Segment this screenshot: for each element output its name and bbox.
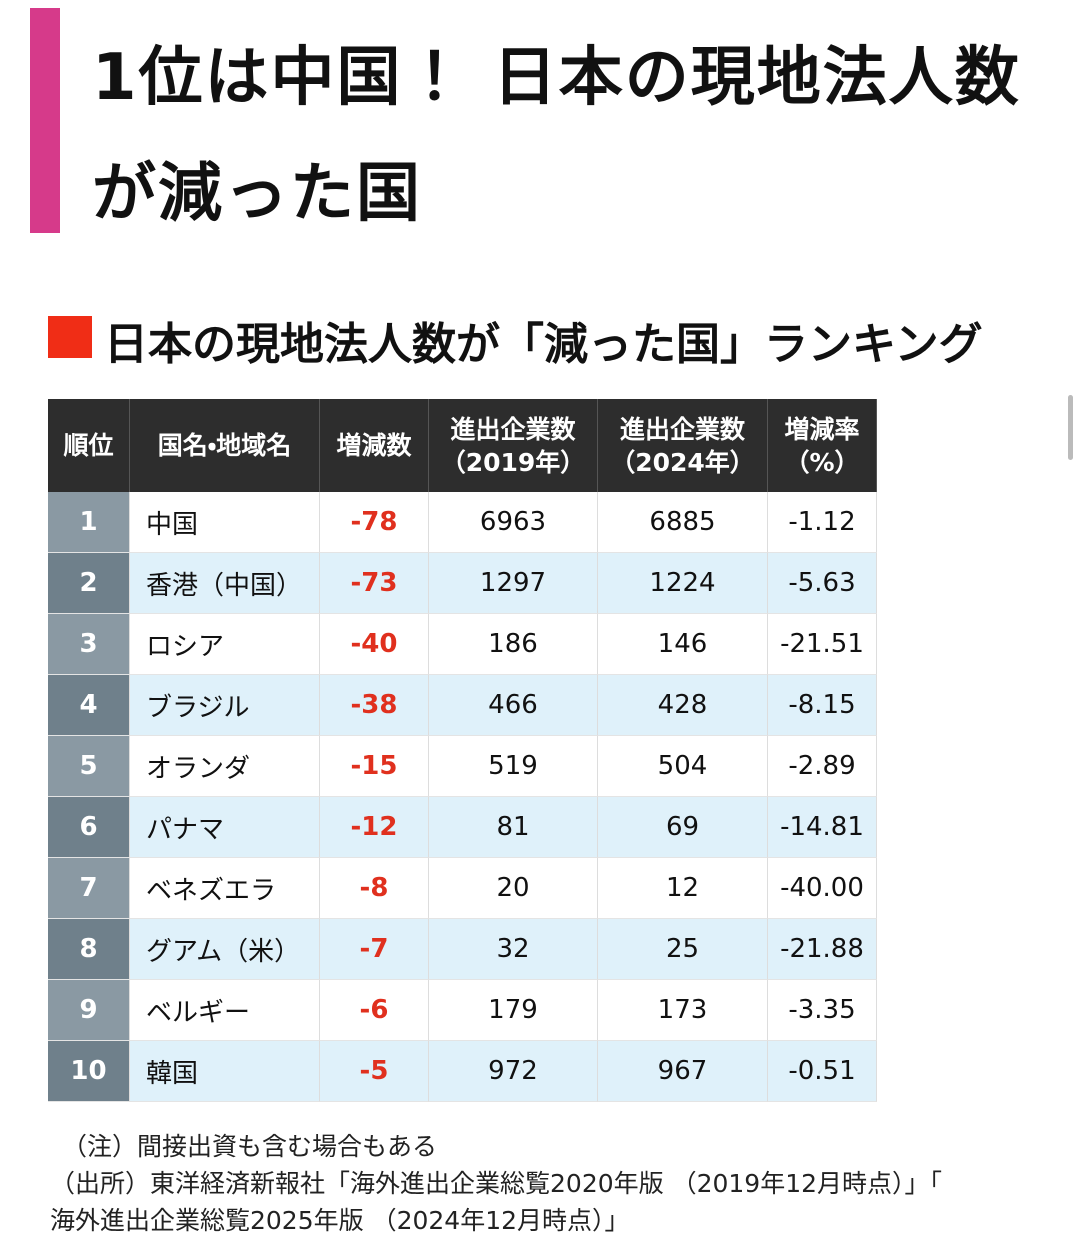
- rank-cell: 9: [48, 980, 130, 1041]
- cell: 173: [598, 980, 768, 1041]
- title-line: 1位は中国！ 日本の現地法人数: [92, 41, 1021, 115]
- scrollbar[interactable]: [1068, 395, 1073, 460]
- change-cell: -12: [320, 797, 429, 858]
- header-line: （%）: [784, 447, 860, 477]
- cell: 186: [429, 614, 598, 675]
- section-marker: [48, 316, 92, 358]
- header-line: 進出企業数: [450, 414, 576, 444]
- name-cell: 香港（中国）: [130, 553, 320, 614]
- name-cell: 中国: [130, 492, 320, 553]
- rank-cell: 1: [48, 492, 130, 553]
- cell: -5.63: [768, 553, 877, 614]
- change-cell: -73: [320, 553, 429, 614]
- change-cell: -78: [320, 492, 429, 553]
- note-line: （注）間接出資も含む場合もある: [62, 1132, 438, 1161]
- cell: -40.00: [768, 858, 877, 919]
- cell: -14.81: [768, 797, 877, 858]
- title-line: が減った国: [92, 157, 422, 231]
- cell: 32: [429, 919, 598, 980]
- title-accent: [30, 8, 60, 233]
- cell: 466: [429, 675, 598, 736]
- cell: 12: [598, 858, 768, 919]
- name-cell: オランダ: [130, 736, 320, 797]
- name-cell: グアム（米）: [130, 919, 320, 980]
- change-cell: -6: [320, 980, 429, 1041]
- cell: -0.51: [768, 1041, 877, 1102]
- cell: 1297: [429, 553, 598, 614]
- rank-cell: 7: [48, 858, 130, 919]
- name-cell: ベネズエラ: [130, 858, 320, 919]
- header-line: 順位: [63, 431, 114, 460]
- cell: 69: [598, 797, 768, 858]
- change-cell: -40: [320, 614, 429, 675]
- rank-cell: 8: [48, 919, 130, 980]
- rank-cell: 5: [48, 736, 130, 797]
- note-line: 海外進出企業総覧2025年版 （2024年12月時点）」: [50, 1206, 630, 1235]
- cell: -1.12: [768, 492, 877, 553]
- cell: 428: [598, 675, 768, 736]
- name-cell: ベルギー: [130, 980, 320, 1041]
- header-line: （2024年）: [610, 447, 755, 477]
- section-title: 日本の現地法人数が「減った国」ランキング: [104, 319, 983, 370]
- cell: -21.51: [768, 614, 877, 675]
- cell: 972: [429, 1041, 598, 1102]
- column-header: 国名・地域名: [130, 399, 320, 492]
- cell: 519: [429, 736, 598, 797]
- rank-cell: 6: [48, 797, 130, 858]
- cell: -21.88: [768, 919, 877, 980]
- cell: 20: [429, 858, 598, 919]
- rank-cell: 10: [48, 1041, 130, 1102]
- note-line: （出所）東洋経済新報社「海外進出企業総覧2020年版 （2019年12月時点）」…: [50, 1169, 943, 1198]
- name-cell: ロシア: [130, 614, 320, 675]
- header-line: 増減数: [336, 431, 412, 460]
- cell: 1224: [598, 553, 768, 614]
- name-cell: 韓国: [130, 1041, 320, 1102]
- column-header: 増減率 （%）: [768, 399, 877, 492]
- rank-cell: 3: [48, 614, 130, 675]
- cell: 6963: [429, 492, 598, 553]
- header-line: 進出企業数: [619, 414, 745, 444]
- change-cell: -38: [320, 675, 429, 736]
- cell: 504: [598, 736, 768, 797]
- change-cell: -7: [320, 919, 429, 980]
- cell: 146: [598, 614, 768, 675]
- name-cell: ブラジル: [130, 675, 320, 736]
- change-cell: -8: [320, 858, 429, 919]
- change-cell: -5: [320, 1041, 429, 1102]
- column-header: 増減数: [320, 399, 429, 492]
- header-line: 増減率: [784, 414, 860, 444]
- cell: -2.89: [768, 736, 877, 797]
- cell: 967: [598, 1041, 768, 1102]
- cell: 81: [429, 797, 598, 858]
- column-header: 進出企業数 （2019年）: [429, 399, 598, 492]
- header-line: 国名・地域名: [157, 431, 292, 460]
- cell: 6885: [598, 492, 768, 553]
- cell: 25: [598, 919, 768, 980]
- cell: -8.15: [768, 675, 877, 736]
- column-header: 順位: [48, 399, 130, 492]
- rank-cell: 2: [48, 553, 130, 614]
- cell: 179: [429, 980, 598, 1041]
- name-cell: パナマ: [130, 797, 320, 858]
- header-line: （2019年）: [440, 447, 586, 477]
- column-header: 進出企業数 （2024年）: [598, 399, 768, 492]
- cell: -3.35: [768, 980, 877, 1041]
- rank-cell: 4: [48, 675, 130, 736]
- change-cell: -15: [320, 736, 429, 797]
